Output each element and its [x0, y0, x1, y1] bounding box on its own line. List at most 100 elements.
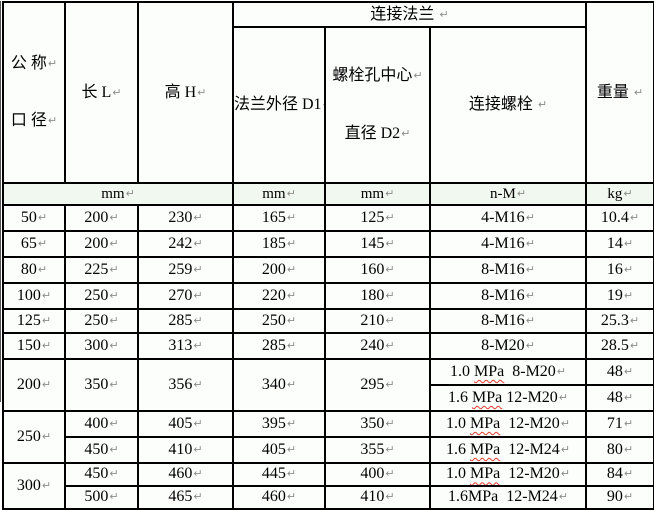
- cell-d1[interactable]: 460↵: [232, 484, 326, 510]
- cell-d2[interactable]: 400↵: [324, 461, 431, 487]
- paragraph-mark-icon: ↵: [193, 467, 203, 481]
- cell-bolts[interactable]: 8-M16↵: [428, 281, 588, 310]
- cell-weight[interactable]: 16↵: [585, 255, 654, 284]
- cell-length[interactable]: 350↵: [64, 357, 139, 412]
- header-height[interactable]: 高 H↵: [137, 1, 234, 184]
- cell-bolts[interactable]: 8-M20↵: [428, 331, 588, 360]
- cell-d2[interactable]: 145↵: [324, 229, 431, 258]
- cell-weight[interactable]: 48↵: [585, 383, 654, 412]
- cell-d1[interactable]: 165↵: [232, 203, 326, 232]
- header-flange-od[interactable]: 法兰外径 D1↵: [232, 26, 326, 184]
- cell-height[interactable]: 259↵: [137, 255, 234, 284]
- cell-dn[interactable]: 80↵: [2, 255, 66, 284]
- cell-d1[interactable]: 285↵: [232, 331, 326, 360]
- cell-d2[interactable]: 160↵: [324, 255, 431, 284]
- cell-bolts[interactable]: 1.0 MPa 12-M20↵: [428, 461, 588, 487]
- cell-length[interactable]: 200↵: [64, 203, 139, 232]
- cell-dn[interactable]: 65↵: [2, 229, 66, 258]
- cell-bolts[interactable]: 1.6 MPa 12-M24↵: [428, 435, 588, 464]
- cell-bolts[interactable]: 4-M16↵: [428, 203, 588, 232]
- unit-mm-d1[interactable]: mm↵: [232, 181, 326, 206]
- cell-length[interactable]: 225↵: [64, 255, 139, 284]
- cell-dn[interactable]: 250↵: [2, 409, 66, 464]
- cell-d1[interactable]: 395↵: [232, 409, 326, 438]
- cell-d1[interactable]: 220↵: [232, 281, 326, 310]
- cell-height[interactable]: 465↵: [137, 484, 234, 510]
- cell-d2[interactable]: 355↵: [324, 435, 431, 464]
- header-length[interactable]: 长 L↵: [64, 1, 139, 184]
- cell-weight[interactable]: 48↵: [585, 357, 654, 386]
- cell-weight[interactable]: 80↵: [585, 435, 654, 464]
- bolt-spec-prefix: 1.6MPa 12-M24: [448, 488, 558, 506]
- cell-dn[interactable]: 125↵: [2, 307, 66, 334]
- cell-weight[interactable]: 28.5↵: [585, 331, 654, 360]
- cell-length[interactable]: 500↵: [64, 484, 139, 510]
- cell-bolts[interactable]: 1.6 MPa 12-M20↵: [428, 383, 588, 412]
- cell-d1[interactable]: 185↵: [232, 229, 326, 258]
- cell-dn[interactable]: 50↵: [2, 203, 66, 232]
- cell-weight[interactable]: 14↵: [585, 229, 654, 258]
- cell-bolts[interactable]: 8-M16↵: [428, 307, 588, 334]
- cell-height[interactable]: 405↵: [137, 409, 234, 438]
- paragraph-mark-icon: ↵: [193, 210, 203, 224]
- cell-height[interactable]: 410↵: [137, 435, 234, 464]
- paragraph-mark-icon: ↵: [560, 467, 571, 481]
- cell-value: 19: [606, 286, 623, 304]
- cell-weight[interactable]: 25.3↵: [585, 307, 654, 334]
- cell-length[interactable]: 250↵: [64, 307, 139, 334]
- cell-bolts[interactable]: 8-M16↵: [428, 255, 588, 284]
- unit-mm-d2[interactable]: mm↵: [324, 181, 431, 206]
- cell-bolts[interactable]: 1.6MPa 12-M24↵: [428, 484, 588, 510]
- cell-length[interactable]: 450↵: [64, 461, 139, 487]
- cell-height[interactable]: 270↵: [137, 281, 234, 310]
- cell-d2[interactable]: 295↵: [324, 357, 431, 412]
- cell-length[interactable]: 450↵: [64, 435, 139, 464]
- cell-dn[interactable]: 150↵: [2, 331, 66, 360]
- cell-d2[interactable]: 410↵: [324, 484, 431, 510]
- cell-dn[interactable]: 300↵: [2, 461, 66, 510]
- cell-d2[interactable]: 125↵: [324, 203, 431, 232]
- paragraph-mark-icon: ↵: [413, 69, 423, 83]
- cell-value: 100: [16, 286, 41, 304]
- cell-height[interactable]: 285↵: [137, 307, 234, 334]
- cell-weight[interactable]: 84↵: [585, 461, 654, 487]
- cell-d1[interactable]: 445↵: [232, 461, 326, 487]
- header-bolts[interactable]: 连接螺栓 ↵: [428, 26, 588, 184]
- cell-dn[interactable]: 100↵: [2, 281, 66, 310]
- cell-d1[interactable]: 340↵: [232, 357, 326, 412]
- cell-weight[interactable]: 71↵: [585, 409, 654, 438]
- cell-d1[interactable]: 250↵: [232, 307, 326, 334]
- paragraph-mark-icon: ↵: [385, 467, 395, 481]
- header-nominal-diameter[interactable]: 公 称↵ 口 径↵: [2, 1, 66, 184]
- cell-height[interactable]: 356↵: [137, 357, 234, 412]
- header-weight[interactable]: 重量 ↵: [585, 1, 654, 184]
- cell-length[interactable]: 200↵: [64, 229, 139, 258]
- cell-height[interactable]: 242↵: [137, 229, 234, 258]
- cell-height[interactable]: 230↵: [137, 203, 234, 232]
- cell-d2[interactable]: 350↵: [324, 409, 431, 438]
- header-bolt-circle[interactable]: 螺栓孔中心↵ 直径 D2↵: [324, 26, 431, 184]
- cell-bolts[interactable]: 1.0 MPa 12-M20↵: [428, 409, 588, 438]
- cell-bolts[interactable]: 4-M16↵: [428, 229, 588, 258]
- unit-nm[interactable]: n-M↵: [428, 181, 588, 206]
- cell-length[interactable]: 250↵: [64, 281, 139, 310]
- cell-length[interactable]: 400↵: [64, 409, 139, 438]
- cell-dn[interactable]: 200↵: [2, 357, 66, 412]
- unit-kg[interactable]: kg↵: [585, 181, 654, 206]
- cell-height[interactable]: 460↵: [137, 461, 234, 487]
- cell-d2[interactable]: 180↵: [324, 281, 431, 310]
- cell-d2[interactable]: 210↵: [324, 307, 431, 334]
- unit-mm-dims[interactable]: mm↵: [2, 181, 234, 206]
- cell-weight[interactable]: 10.4↵: [585, 203, 654, 232]
- cell-weight[interactable]: 90↵: [585, 484, 654, 510]
- cell-weight[interactable]: 19↵: [585, 281, 654, 310]
- cell-value: 8-M20: [481, 336, 525, 354]
- header-flange-group[interactable]: 连接法兰 ↵: [231, 1, 588, 28]
- paragraph-mark-icon: ↵: [385, 262, 395, 276]
- cell-d2[interactable]: 240↵: [324, 331, 431, 360]
- cell-height[interactable]: 313↵: [137, 331, 234, 360]
- cell-d1[interactable]: 200↵: [232, 255, 326, 284]
- cell-d1[interactable]: 405↵: [232, 435, 326, 464]
- cell-length[interactable]: 300↵: [64, 331, 139, 360]
- cell-bolts[interactable]: 1.0 MPa 8-M20↵: [428, 357, 588, 386]
